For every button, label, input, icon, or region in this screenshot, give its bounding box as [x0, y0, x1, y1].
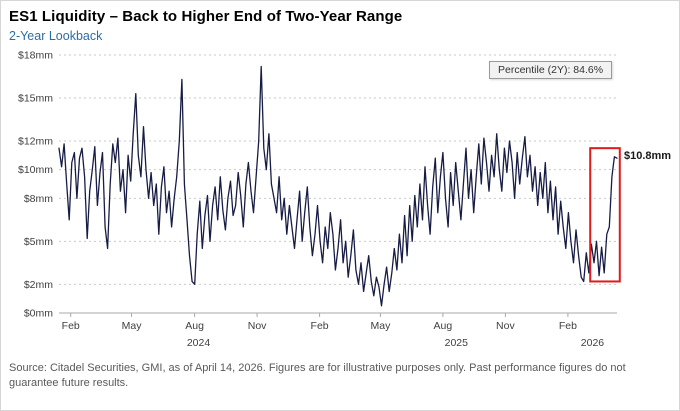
- y-tick-label: $0mm: [24, 308, 53, 320]
- x-tick-label: May: [370, 320, 391, 332]
- chart-header: ES1 Liquidity – Back to Higher End of Tw…: [1, 1, 679, 43]
- y-tick-label: $15mm: [18, 93, 53, 105]
- x-tick-label: Aug: [185, 320, 204, 332]
- percentile-badge: Percentile (2Y): 84.6%: [489, 61, 613, 79]
- highlight-box: [589, 147, 621, 283]
- y-tick-label: $2mm: [24, 279, 53, 291]
- y-tick-label: $10mm: [18, 164, 53, 176]
- source-note: Source: Citadel Securities, GMI, as of A…: [9, 362, 626, 389]
- x-tick-label: Feb: [559, 320, 577, 332]
- x-tick-label: May: [122, 320, 143, 332]
- line-series: [58, 65, 618, 307]
- x-tick-label: Feb: [311, 320, 329, 332]
- chart-title: ES1 Liquidity – Back to Higher End of Tw…: [9, 8, 403, 25]
- x-tick-label: Nov: [248, 320, 267, 332]
- y-tick-label: $18mm: [18, 50, 53, 62]
- x-year-label: 2024: [187, 337, 211, 349]
- chart-area: $0mm $2mm $5mm $8mm $10mm $12mm $15mm $18mm Feb M…: [1, 45, 679, 355]
- y-tick-label: $8mm: [24, 193, 53, 205]
- last-value-label: $10.8mm: [624, 150, 672, 162]
- x-year-label: 2025: [445, 337, 469, 349]
- y-tick-label: $12mm: [18, 136, 53, 148]
- x-year-label: 2026: [581, 337, 605, 349]
- x-tick-label: Feb: [62, 320, 80, 332]
- y-tick-label: $5mm: [24, 236, 53, 248]
- liquidity-line-chart: $0mm $2mm $5mm $8mm $10mm $12mm $15mm $18mm Feb M…: [18, 50, 621, 349]
- chart-subtitle: 2-Year Lookback: [9, 29, 103, 43]
- x-tick-label: Nov: [496, 320, 515, 332]
- x-tick-label: Aug: [434, 320, 453, 332]
